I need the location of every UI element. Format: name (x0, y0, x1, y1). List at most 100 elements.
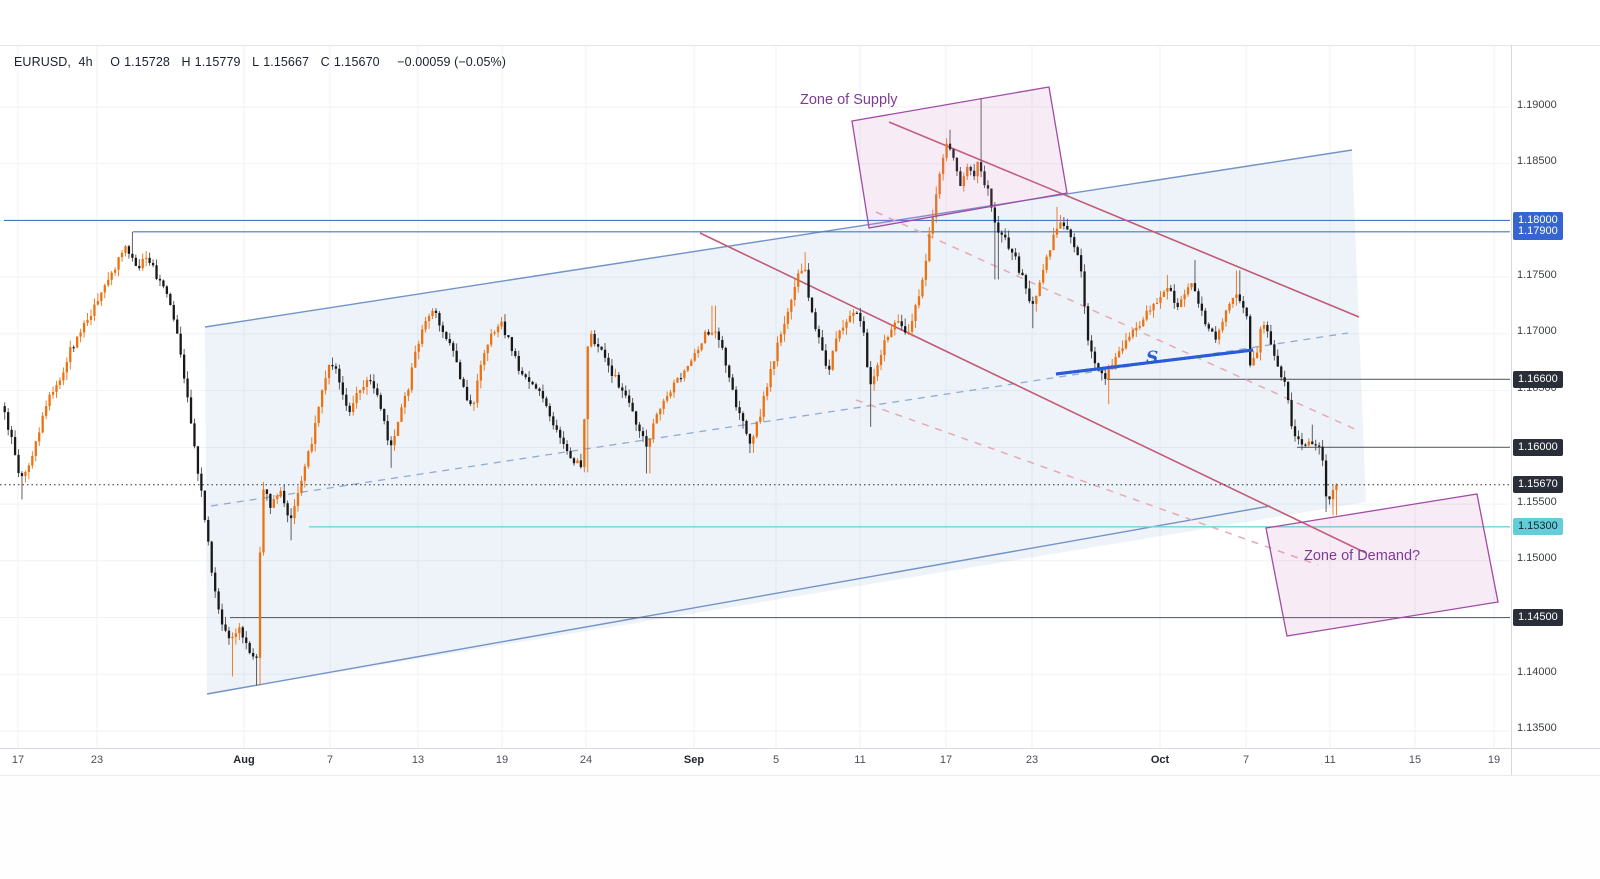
price-axis-label: 1.17500 (1517, 268, 1557, 281)
candle-body (1286, 381, 1290, 401)
candle-body (155, 265, 158, 279)
candle-body (552, 416, 555, 426)
time-axis-label: 5 (772, 754, 780, 766)
candle-body (545, 398, 548, 406)
candle-body (1217, 330, 1221, 340)
candle-body (276, 496, 279, 500)
candle-body (890, 329, 893, 337)
candle-body (938, 173, 941, 195)
candle-body (358, 390, 362, 394)
candle-body (424, 321, 427, 330)
downtrend-steep (699, 232, 1367, 554)
candle-body (110, 272, 113, 280)
candle-body (910, 320, 914, 332)
candle-body (62, 372, 65, 381)
candle-body (1242, 301, 1245, 308)
time-axis[interactable]: 17 23 Aug 7 13 19 24 Sep 5 11 17 23 Oct 7 11 15 19 (0, 748, 1600, 775)
candle-body (703, 331, 707, 344)
candle-body (1069, 229, 1072, 238)
candle-body (13, 436, 17, 455)
candle-body (652, 423, 655, 439)
candle-body (131, 253, 134, 258)
candle-body (962, 176, 965, 186)
candle-body (548, 405, 551, 417)
candle-body (721, 339, 724, 348)
candle-body (569, 451, 572, 459)
candle-body (638, 424, 641, 432)
candle-body (1159, 296, 1162, 303)
candle-body (96, 301, 100, 305)
candle-body (1090, 340, 1093, 352)
candle-body (1304, 444, 1307, 446)
candle-body (82, 323, 86, 333)
candle-body (1007, 237, 1010, 249)
candle-body (1190, 283, 1193, 288)
candle-body (165, 286, 169, 294)
candle-body (914, 305, 917, 321)
candle-body (1180, 299, 1183, 307)
candle-body (293, 506, 296, 519)
candle-body (586, 346, 589, 420)
candle-body (855, 312, 859, 314)
candle-body (493, 332, 496, 334)
candle-body (279, 490, 282, 497)
candle-body (676, 378, 679, 383)
candle-body (1107, 368, 1110, 379)
time-axis-label: 23 (90, 754, 104, 766)
candle-body (10, 429, 13, 437)
candle-body (1079, 255, 1083, 272)
candle-body (617, 374, 620, 388)
candle-body (27, 465, 31, 473)
candle-body (1000, 232, 1003, 235)
price-badge: 1.15300 (1513, 518, 1563, 536)
price-axis[interactable]: 1.19000 1.18500 1.17500 1.17000 1.16500 1.155… (1511, 45, 1600, 748)
candle-body (510, 337, 514, 352)
candle-body (1280, 366, 1283, 378)
candle-body (1055, 228, 1059, 235)
candle-body (1042, 269, 1045, 283)
candle-body (393, 435, 396, 446)
candle-body (1224, 310, 1228, 322)
candle-body (1300, 439, 1304, 445)
ohlc-open: O 1.15728 (110, 55, 170, 69)
time-axis-label: Oct (1150, 754, 1170, 766)
candle-body (686, 366, 689, 371)
candle-body (1104, 373, 1107, 379)
candle-body (231, 636, 234, 639)
candle-body (935, 194, 938, 218)
candle-body (527, 377, 531, 382)
candle-body (431, 310, 434, 317)
candle-body (655, 414, 658, 424)
price-axis-label: 1.14000 (1517, 665, 1557, 678)
plot-area (0, 46, 1510, 748)
candles-down (3, 97, 1331, 686)
candle-body (365, 380, 369, 388)
demand-zone (1265, 493, 1499, 637)
downtrend-dashed-lower (855, 399, 1319, 566)
candle-body (1004, 234, 1007, 238)
time-axis-label: 7 (1242, 754, 1250, 766)
candle-body (1014, 252, 1017, 257)
candle-body (455, 350, 458, 363)
candle-body (1114, 357, 1117, 366)
candle-body (738, 407, 741, 414)
candle-body (389, 440, 393, 446)
candle-body (490, 333, 493, 345)
demand-zone-label: Zone of Demand? (1304, 548, 1421, 564)
candle-body (113, 269, 117, 273)
candle-body (793, 286, 796, 300)
candle-body (134, 257, 137, 266)
candle-body (769, 368, 772, 388)
candle-body (38, 432, 41, 442)
candle-body (521, 370, 524, 375)
ohlc-high: H 1.15779 (181, 55, 241, 69)
supply-zone-label: Zone of Supply (800, 92, 898, 108)
candle-body (396, 421, 400, 436)
candle-body (1124, 340, 1128, 349)
candle-body (176, 319, 179, 334)
candle-body (559, 429, 562, 438)
candle-body (1038, 282, 1041, 296)
time-axis-label: 15 (1408, 754, 1422, 766)
